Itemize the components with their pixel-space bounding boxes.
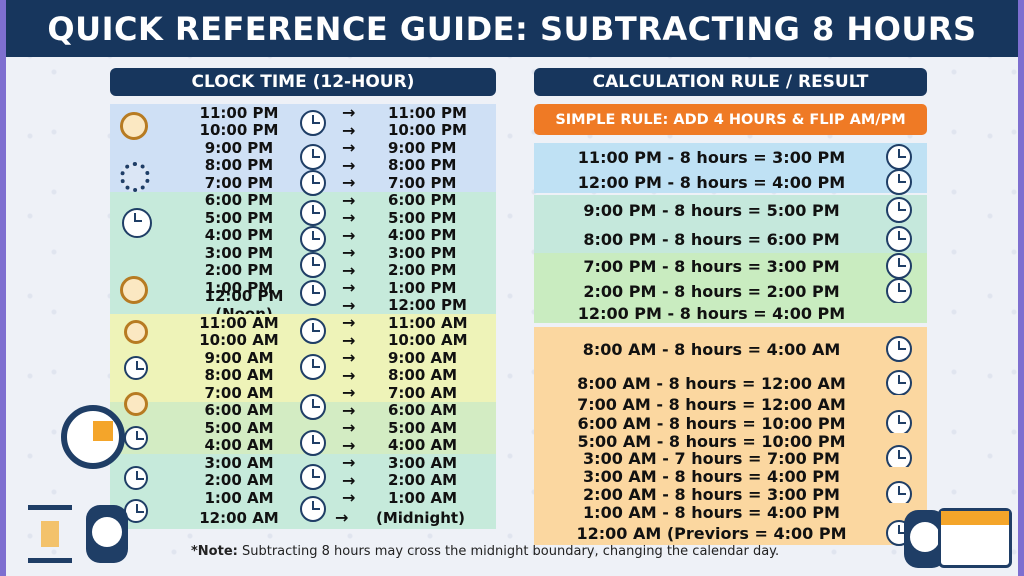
list-item: 6:00 PM → 6:00 PM: [110, 190, 496, 210]
arrow-right-icon: →: [342, 260, 356, 280]
list-item: 7:00 AM - 8 hours = 12:00 AM: [534, 395, 927, 414]
arrow-right-icon: →: [342, 243, 356, 263]
arrow-right-icon: →: [342, 278, 356, 298]
alarm-clock-icon: [124, 320, 148, 344]
list-item: 7:00 AM → 7:00 AM: [110, 383, 496, 403]
list-item: 12:00 PM - 8 hours = 4:00 PM: [534, 303, 927, 323]
list-item: 8:00 PM - 8 hours = 6:00 PM: [534, 225, 927, 253]
stopwatch-icon: [124, 466, 148, 490]
arrow-right-icon: →: [342, 400, 356, 420]
page-title: QUICK REFERENCE GUIDE: SUBTRACTING 8 HOU…: [6, 0, 1018, 57]
left-column-header: CLOCK TIME (12-HOUR): [110, 68, 496, 96]
arrow-right-icon: →: [342, 418, 356, 438]
clock-icon: [300, 394, 326, 420]
calendar-icon: [938, 508, 1012, 568]
arrow-right-icon: →: [342, 365, 356, 385]
list-item: 3:00 PM → 3:00 PM: [110, 243, 496, 263]
right-column-header: CALCULATION RULE / RESULT: [534, 68, 927, 96]
clock-icon: [886, 226, 912, 252]
calculation-list: 11:00 PM - 8 hours = 3:00 PM 12:00 PM - …: [534, 143, 927, 546]
clock-icon: [122, 208, 152, 238]
list-item: 2:00 AM - 8 hours = 3:00 PM: [534, 481, 927, 507]
stopwatch-icon: [124, 356, 148, 380]
clock-time-list: 11:00 PM → 11:00 PM 10:00 PM → 10:00 PM 9:00…: [110, 103, 496, 529]
list-item: 3:00 AM - 8 hours = 4:00 PM: [534, 467, 927, 486]
list-item: 7:00 PM - 8 hours = 3:00 PM: [534, 253, 927, 279]
arrow-right-icon: →: [342, 488, 356, 508]
list-item: 8:00 AM - 8 hours = 4:00 AM: [534, 327, 927, 371]
clock-icon: [886, 253, 912, 279]
list-item: 8:00 AM - 8 hours = 12:00 AM: [534, 370, 927, 396]
arrow-right-icon: →: [342, 225, 356, 245]
arrow-right-icon: →: [342, 295, 356, 315]
clock-icon: [300, 318, 326, 344]
clock-icon: [886, 169, 912, 195]
alarm-clock-icon: [120, 112, 148, 140]
list-item: 1:00 AM → 1:00 AM: [110, 488, 496, 508]
stopwatch-icon: [61, 405, 125, 469]
gear-clock-icon: [120, 162, 150, 192]
hourglass-icon: [28, 505, 72, 563]
arrow-right-icon: →: [342, 208, 356, 228]
list-item: 1:00 AM - 8 hours = 4:00 PM: [534, 503, 927, 522]
list-item: 3:00 AM → 3:00 AM: [110, 453, 496, 473]
clock-icon: [886, 370, 912, 396]
arrow-right-icon: →: [342, 453, 356, 473]
clock-icon: [300, 464, 326, 490]
clock-icon: [300, 252, 326, 278]
clock-icon: [300, 144, 326, 170]
clock-icon: [886, 336, 912, 362]
clock-icon: [300, 200, 326, 226]
wristwatch-icon: [86, 505, 128, 563]
infographic-page: QUICK REFERENCE GUIDE: SUBTRACTING 8 HOU…: [6, 0, 1018, 576]
clock-icon: [886, 197, 912, 223]
arrow-right-icon: →: [342, 383, 356, 403]
footnote: *Note: Subtracting 8 hours may cross the…: [191, 544, 780, 559]
list-item: 3:00 AM - 7 hours = 7:00 PM: [534, 445, 927, 471]
clock-icon: [300, 430, 326, 456]
clock-icon: [300, 354, 326, 380]
arrow-right-icon: →: [342, 120, 356, 140]
arrow-right-icon: →: [342, 190, 356, 210]
list-item: 9:00 PM - 8 hours = 5:00 PM: [534, 195, 927, 225]
arrow-right-icon: →: [342, 330, 356, 350]
list-item: 5:00 AM - 8 hours = 10:00 PM: [534, 432, 927, 451]
arrow-right-icon: →: [335, 508, 349, 527]
arrow-right-icon: →: [342, 470, 356, 490]
alarm-clock-icon: [124, 392, 148, 416]
list-item: 12:00 PM - 8 hours = 4:00 PM: [534, 169, 927, 195]
clock-icon: [300, 496, 326, 522]
list-item: 10:00 AM → 10:00 AM: [110, 330, 496, 350]
clock-icon: [300, 226, 326, 252]
list-item: 11:00 PM - 8 hours = 3:00 PM: [534, 143, 927, 171]
list-item: 2:00 PM - 8 hours = 2:00 PM: [534, 278, 927, 304]
arrow-right-icon: →: [342, 313, 356, 333]
arrow-right-icon: →: [342, 155, 356, 175]
clock-icon: [300, 280, 326, 306]
clock-icon: [886, 278, 912, 304]
list-item: 6:00 AM - 8 hours = 10:00 PM: [534, 410, 927, 436]
arrow-right-icon: →: [342, 348, 356, 368]
alarm-clock-icon: [120, 276, 148, 304]
arrow-right-icon: →: [342, 435, 356, 455]
clock-icon: [886, 144, 912, 170]
stopwatch-icon: [124, 426, 148, 450]
arrow-right-icon: →: [342, 173, 356, 193]
clock-icon: [300, 170, 326, 196]
list-item: 12:00 AM (Previors = 4:00 PM: [534, 520, 927, 546]
arrow-right-icon: →: [342, 138, 356, 158]
arrow-right-icon: →: [342, 103, 356, 123]
simple-rule-banner: SIMPLE RULE: ADD 4 HOURS & FLIP AM/PM: [534, 104, 927, 135]
clock-icon: [300, 110, 326, 136]
list-item: 5:00 AM → 5:00 AM: [110, 418, 496, 438]
